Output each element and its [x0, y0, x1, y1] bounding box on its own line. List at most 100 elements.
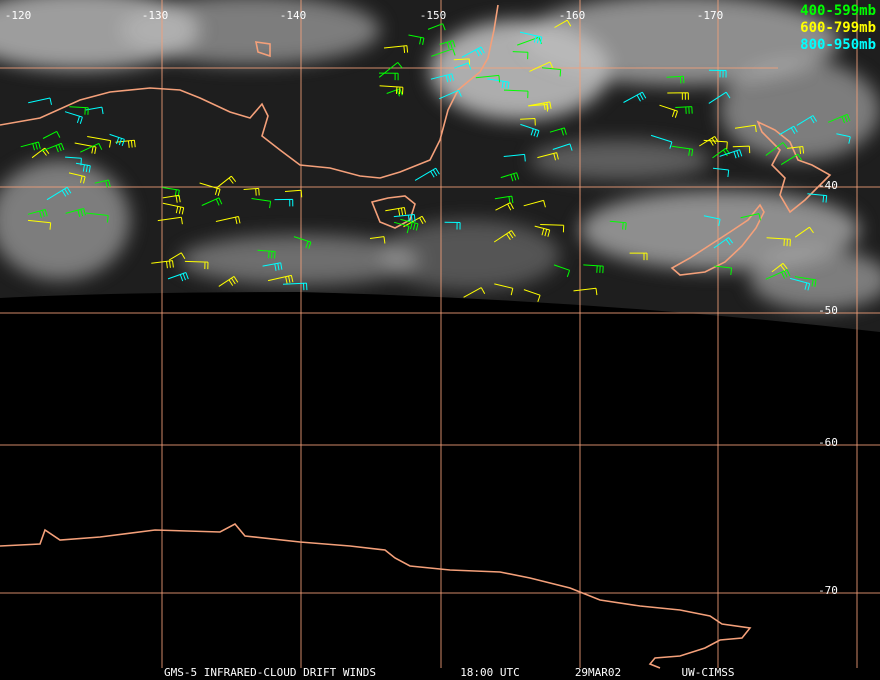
wind-barb	[500, 172, 520, 182]
wind-barb	[537, 152, 559, 161]
wind-barb	[369, 236, 386, 244]
wind-barb	[393, 214, 416, 223]
wind-barb	[378, 72, 399, 81]
wind-barb	[523, 289, 541, 302]
wind-barb	[243, 187, 260, 196]
wind-barb	[41, 142, 65, 153]
latitude-label: -70	[818, 584, 838, 597]
wind-barb	[487, 78, 510, 90]
wind-barb	[740, 213, 761, 221]
wind-barb	[540, 224, 565, 233]
wind-barb	[528, 101, 552, 110]
wind-barb	[168, 252, 186, 261]
wind-barb	[463, 287, 486, 298]
wind-barb	[386, 88, 403, 97]
wind-barb	[779, 125, 798, 136]
wind-barb	[609, 220, 627, 230]
wind-barb	[780, 153, 803, 166]
wind-barb	[218, 275, 239, 287]
wind-barb	[109, 133, 125, 147]
wind-barb	[503, 153, 526, 162]
wind-barb	[807, 193, 828, 203]
wind-barb	[69, 106, 89, 115]
wind-barb	[408, 34, 425, 45]
wind-barb	[461, 46, 485, 58]
wind-barb	[528, 104, 548, 112]
wind-barb	[430, 73, 455, 83]
wind-barb	[383, 45, 409, 53]
wind-barb	[629, 252, 648, 261]
wind-barb	[713, 237, 734, 249]
longitude-label: -150	[420, 9, 447, 22]
wind-barb	[573, 287, 598, 296]
wind-barb	[444, 221, 461, 230]
wind-barb	[439, 89, 462, 100]
wind-barb	[251, 198, 272, 209]
antarctica-coastline	[0, 522, 752, 669]
wind-barb	[787, 146, 805, 154]
wind-barb	[675, 106, 693, 114]
wind-barb	[184, 260, 209, 270]
wind-barb	[794, 276, 817, 287]
latitude-label: -40	[818, 179, 838, 192]
wind-barb	[87, 136, 112, 148]
wind-barb	[650, 134, 673, 149]
wind-barb	[27, 219, 52, 230]
wind-barb	[529, 61, 554, 72]
wind-barb	[65, 208, 86, 218]
wind-barb	[495, 202, 514, 211]
wind-barb	[439, 40, 456, 50]
wind-barb	[703, 215, 721, 227]
wind-barb	[699, 135, 719, 147]
wind-barb	[659, 104, 678, 118]
wind-barb	[583, 264, 604, 274]
wind-barb	[554, 19, 572, 28]
wind-barb	[503, 89, 529, 99]
wind-barb	[708, 69, 727, 78]
wind-barb	[293, 236, 312, 249]
wind-barb	[427, 23, 446, 31]
wind-barb	[27, 209, 48, 218]
wind-barb	[475, 74, 501, 83]
legend-entry: 600-799mb	[800, 20, 876, 36]
wind-barb	[666, 75, 685, 84]
cloud-imagery	[0, 0, 880, 332]
wind-barb	[68, 172, 86, 184]
wind-barb	[494, 195, 514, 204]
wind-barb	[549, 127, 567, 136]
wind-barb	[215, 175, 237, 189]
wind-barb	[199, 182, 221, 196]
wind-barb	[712, 167, 730, 178]
wind-barb	[385, 207, 407, 216]
wind-barb	[42, 130, 61, 139]
wind-barb	[708, 91, 731, 104]
wind-barb	[453, 58, 471, 66]
longitude-label: -120	[5, 9, 32, 22]
wind-barb	[765, 142, 788, 156]
wind-barb	[493, 230, 516, 243]
wind-barb	[796, 115, 818, 126]
wind-barb	[414, 167, 440, 181]
wind-barb	[431, 48, 456, 57]
wind-barb	[20, 141, 41, 151]
wind-barb	[167, 272, 189, 282]
tasmania-coastline	[370, 195, 416, 229]
wind-barb	[28, 97, 52, 105]
wind-barb	[65, 156, 82, 166]
wind-barb	[46, 186, 72, 201]
wind-barb	[284, 189, 303, 198]
longitude-label: -160	[559, 9, 586, 22]
wind-barb	[667, 92, 689, 100]
wind-barb	[64, 111, 83, 124]
wind-barb	[157, 216, 183, 225]
wind-barb	[766, 237, 791, 247]
australia-coastline	[0, 4, 499, 179]
footer: GMS-5 INFRARED-CLOUD DRIFT WINDS 18:00 UT…	[164, 666, 734, 679]
wind-barb	[85, 212, 109, 223]
wind-barb	[671, 145, 694, 157]
wind-barb	[393, 221, 410, 234]
legend-entry: 400-599mb	[800, 3, 876, 19]
